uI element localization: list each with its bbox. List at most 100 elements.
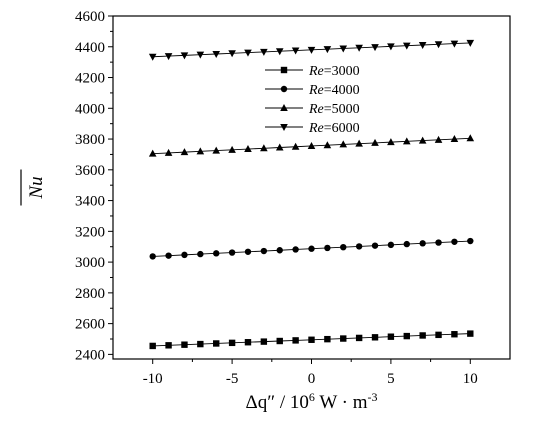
- data-point: [355, 243, 363, 250]
- y-tick-label: 3600: [75, 163, 105, 179]
- data-point: [149, 342, 156, 350]
- data-point: [324, 335, 331, 343]
- data-point: [212, 146, 221, 154]
- data-point: [387, 43, 395, 51]
- data-point: [339, 140, 348, 148]
- data-point: [355, 44, 363, 52]
- y-tick-label: 4200: [75, 71, 105, 87]
- data-point: [467, 330, 474, 337]
- data-point: [451, 331, 458, 338]
- data-point: [212, 50, 221, 58]
- x-tick-label: 5: [387, 371, 395, 387]
- y-axis-title: Nu: [26, 176, 47, 199]
- data-point: [340, 335, 347, 342]
- y-tick-label: 2600: [75, 317, 105, 333]
- data-point: [228, 145, 236, 153]
- data-point: [180, 52, 189, 60]
- data-point: [324, 244, 331, 252]
- data-point: [355, 334, 363, 342]
- axis-ticks: -10 -5 0 5 10 2400 2600 2800 3000 3200 3400 3600 380…: [75, 9, 478, 387]
- data-point: [228, 50, 236, 58]
- data-point: [260, 48, 268, 56]
- x-tick-label: -5: [226, 371, 239, 387]
- data-point: [276, 247, 283, 254]
- data-point: [403, 240, 410, 248]
- data-point: [213, 250, 220, 257]
- y-tick-label: 3400: [75, 194, 105, 210]
- y-tick-label: 3000: [75, 255, 105, 271]
- data-point: [371, 334, 379, 341]
- data-point: [244, 49, 252, 57]
- y-tick-label: 4000: [75, 101, 105, 117]
- data-point: [371, 242, 379, 249]
- data-point: [244, 145, 252, 153]
- data-point: [371, 44, 379, 52]
- data-point: [339, 45, 348, 53]
- data-point: [164, 148, 173, 156]
- legend: Re=3000 Re=4000 Re=5000 Re=6000: [265, 64, 360, 136]
- series-group: [148, 39, 475, 350]
- legend-marker: [280, 66, 288, 74]
- data-point: [419, 240, 426, 247]
- data-point: [181, 251, 188, 259]
- legend-label: Re=3000: [308, 64, 360, 79]
- data-point: [387, 241, 395, 249]
- data-point: [323, 141, 332, 149]
- data-point: [466, 134, 475, 142]
- data-point: [435, 239, 442, 246]
- data-point: [197, 250, 204, 258]
- data-point: [213, 340, 220, 347]
- axis-titles: Δq″ / 106 W · m-3 Nu: [20, 169, 378, 413]
- y-tick-label: 3200: [75, 224, 105, 240]
- data-point: [244, 248, 252, 255]
- data-point: [387, 138, 395, 146]
- data-point: [165, 342, 172, 349]
- data-point: [292, 246, 299, 253]
- legend-marker: [280, 104, 288, 111]
- data-point: [148, 53, 157, 61]
- data-point: [435, 331, 442, 339]
- data-point: [371, 138, 379, 146]
- data-point: [196, 147, 205, 155]
- data-point: [466, 39, 475, 47]
- data-point: [244, 339, 252, 346]
- data-point: [275, 48, 284, 56]
- legend-marker: [280, 85, 288, 93]
- data-point: [308, 336, 315, 343]
- data-point: [181, 341, 188, 348]
- legend-label: Re=5000: [308, 102, 360, 117]
- data-point: [402, 42, 411, 50]
- data-point: [450, 40, 459, 48]
- data-point: [275, 143, 284, 151]
- data-point: [260, 247, 268, 255]
- data-point: [418, 41, 427, 49]
- data-point: [165, 252, 172, 259]
- data-point: [402, 137, 411, 145]
- data-point: [355, 139, 363, 147]
- data-point: [197, 340, 204, 348]
- data-point: [323, 46, 332, 54]
- data-point: [260, 338, 268, 345]
- data-point: [340, 243, 347, 251]
- data-point: [260, 144, 268, 152]
- legend-label: Re=4000: [308, 83, 360, 98]
- data-point: [180, 148, 189, 156]
- data-point: [149, 253, 156, 260]
- legend-marker: [280, 124, 288, 131]
- y-tick-label: 3800: [75, 132, 105, 148]
- x-tick-label: 0: [308, 371, 316, 387]
- data-point: [148, 149, 157, 157]
- data-point: [308, 245, 315, 252]
- y-tick-label: 4400: [75, 40, 105, 56]
- data-point: [291, 142, 300, 150]
- data-point: [467, 237, 474, 245]
- data-point: [419, 332, 426, 339]
- data-point: [387, 333, 395, 340]
- data-point: [291, 47, 300, 55]
- y-tick-label: 4600: [75, 9, 105, 25]
- x-tick-label: 10: [463, 371, 478, 387]
- x-axis-title: Δq″ / 106 W · m-3: [245, 390, 377, 413]
- x-tick-label: -10: [143, 371, 163, 387]
